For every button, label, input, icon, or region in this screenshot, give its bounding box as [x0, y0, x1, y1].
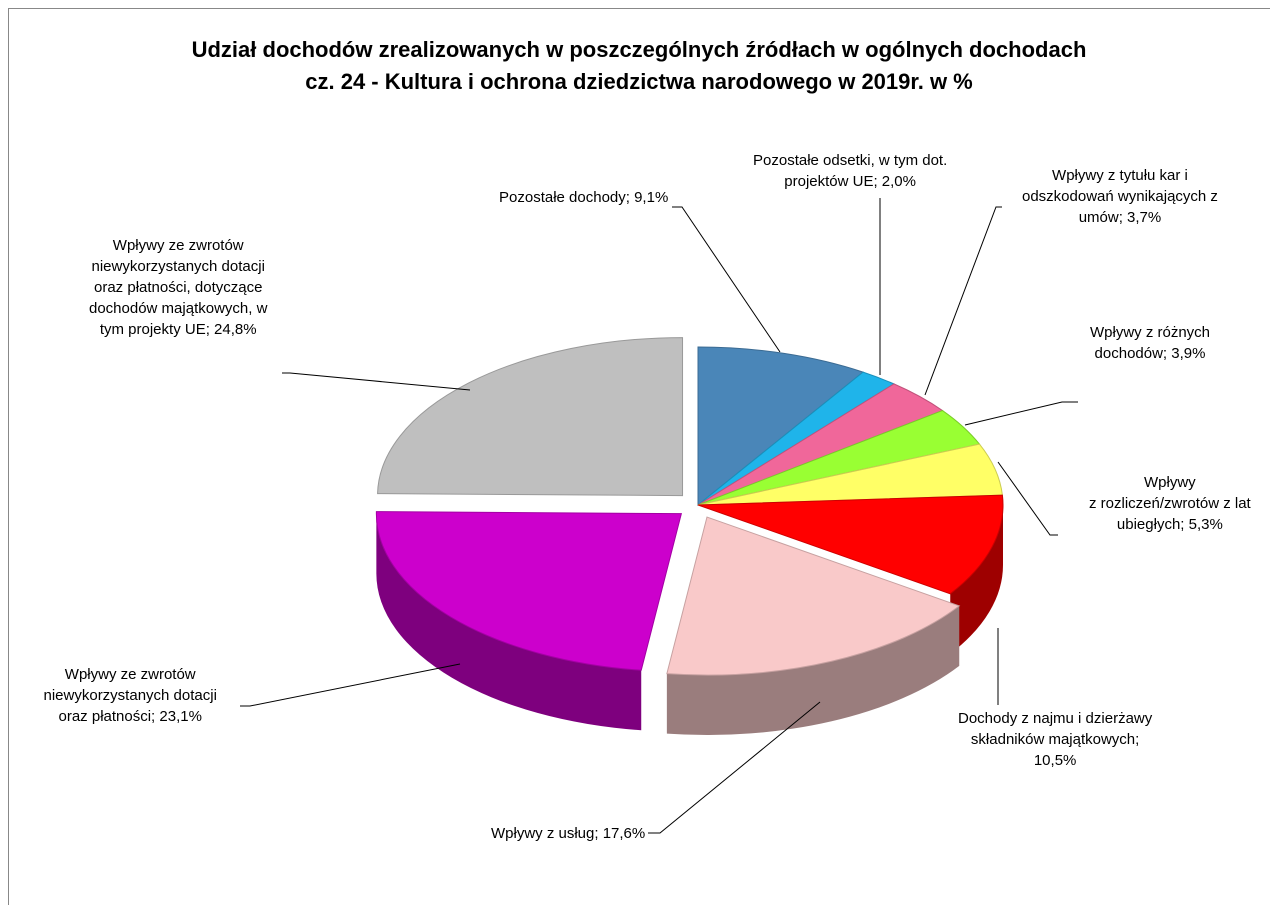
- data-label: Wpływy z różnych dochodów; 3,9%: [1090, 324, 1211, 362]
- slice: [697, 346, 865, 507]
- data-label: Wpływy z usług; 17,6%: [491, 825, 646, 842]
- leader-line: [240, 663, 461, 707]
- data-label: Wpływy ze zwrotów niewykorzystanych dota…: [89, 237, 268, 338]
- data-label: Wpływy z rozliczeń/zwrotów z lat ubiegły…: [1089, 474, 1251, 533]
- leader-line: [924, 206, 1002, 396]
- chart-frame: [8, 8, 1270, 905]
- slice: [697, 494, 1004, 595]
- slice: [377, 337, 684, 497]
- data-label: Wpływy ze zwrotów niewykorzystanych dota…: [43, 666, 217, 725]
- slice: [375, 511, 683, 671]
- leader-line: [964, 401, 1078, 426]
- leader-line: [997, 461, 1058, 536]
- leader-line: [282, 372, 471, 391]
- chart-title: Udział dochodów zrealizowanych w poszcze…: [191, 37, 1087, 94]
- slice: [666, 516, 961, 676]
- leader-line: [648, 701, 821, 834]
- data-label: Wpływy z tytułu kar i odszkodowań wynika…: [1022, 167, 1218, 226]
- data-label: Pozostałe odsetki, w tym dot. projektów …: [753, 152, 948, 190]
- leader-line: [672, 206, 781, 353]
- data-label: Dochody z najmu i dzierżawy składników m…: [958, 710, 1153, 769]
- data-label: Pozostałe dochody; 9,1%: [499, 189, 669, 206]
